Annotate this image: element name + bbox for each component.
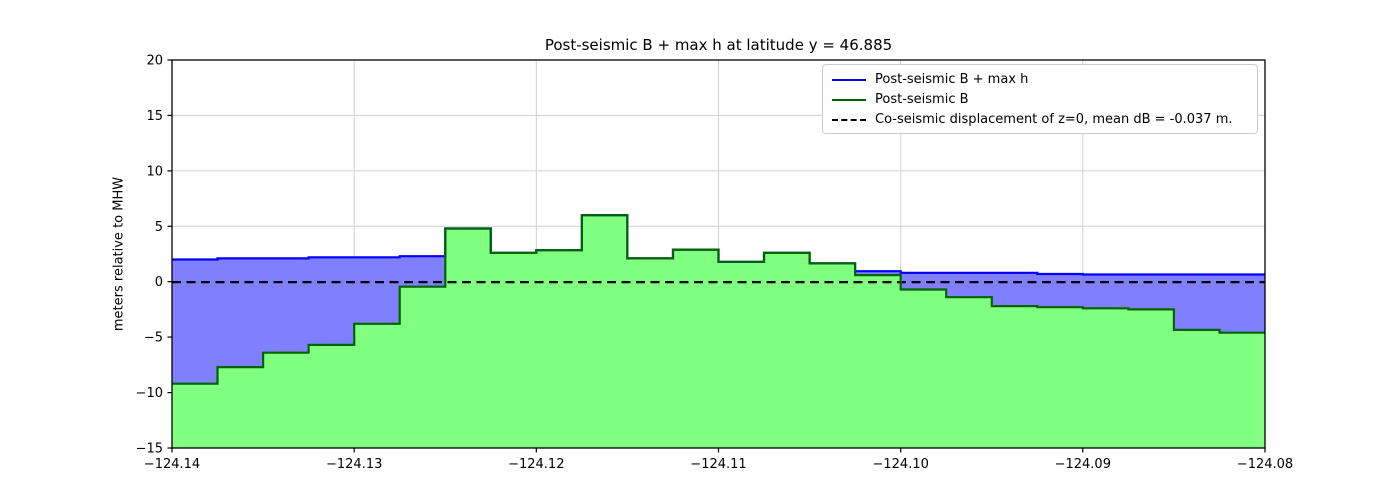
legend-item-b-plus-maxh: Post-seismic B + max h <box>832 70 1248 90</box>
svg-text:−124.13: −124.13 <box>326 457 382 472</box>
legend-item-co-seismic: Co-seismic displacement of z=0, mean dB … <box>832 110 1248 130</box>
x-axis-ticks <box>171 448 1266 453</box>
svg-text:−124.08: −124.08 <box>1237 457 1293 472</box>
svg-text:−124.12: −124.12 <box>508 457 564 472</box>
svg-text:−15: −15 <box>136 442 163 457</box>
svg-text:−124.10: −124.10 <box>873 457 929 472</box>
svg-text:20: 20 <box>146 54 163 69</box>
legend-label-post-seismic-b: Post-seismic B <box>875 92 969 107</box>
legend-line-blue-icon <box>832 78 866 82</box>
legend-item-post-seismic-b: Post-seismic B <box>832 90 1248 110</box>
y-tick-labels: 20 15 10 5 0 −5 −10 −15 <box>136 54 163 457</box>
legend-line-dashed-icon <box>832 119 866 121</box>
svg-text:5: 5 <box>155 220 163 235</box>
svg-text:−5: −5 <box>144 331 163 346</box>
post-seismic-b-fill <box>172 215 1265 448</box>
svg-text:−10: −10 <box>136 386 163 401</box>
svg-text:15: 15 <box>146 109 163 124</box>
y-axis-label: meters relative to MHW <box>111 176 127 332</box>
svg-text:0: 0 <box>155 275 163 290</box>
svg-text:−124.11: −124.11 <box>690 457 746 472</box>
y-axis-ticks <box>167 59 172 449</box>
legend: Post-seismic B + max h Post-seismic B Co… <box>822 64 1258 134</box>
x-tick-labels: −124.14 −124.13 −124.12 −124.11 −124.10 −124.… <box>144 457 1293 472</box>
svg-text:−124.09: −124.09 <box>1055 457 1111 472</box>
svg-text:10: 10 <box>146 164 163 179</box>
legend-line-green-icon <box>832 98 866 102</box>
chart-title: Post-seismic B + max h at latitude y = 4… <box>544 36 893 54</box>
post-seismic-b-line <box>172 214 1265 385</box>
legend-label-co-seismic: Co-seismic displacement of z=0, mean dB … <box>875 112 1233 127</box>
legend-label-b-plus-maxh: Post-seismic B + max h <box>875 72 1029 87</box>
svg-text:−124.14: −124.14 <box>144 457 200 472</box>
